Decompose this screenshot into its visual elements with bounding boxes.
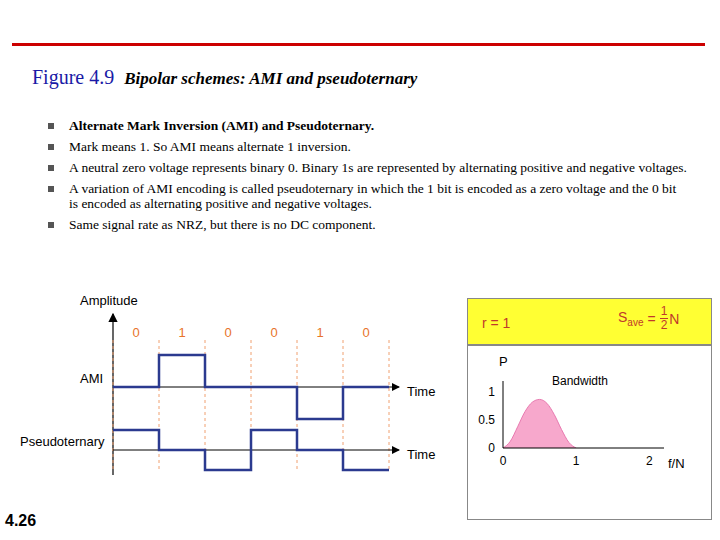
svg-text:0: 0 bbox=[132, 325, 139, 340]
svg-text:Pseudoternary: Pseudoternary bbox=[20, 434, 105, 449]
html-text:P: P bbox=[499, 354, 508, 369]
html-text:Figure 4.9: Figure 4.9 bbox=[32, 66, 115, 88]
svg-text:1: 1 bbox=[316, 325, 323, 340]
svg-text:0: 0 bbox=[362, 325, 369, 340]
svg-text:1: 1 bbox=[178, 325, 185, 340]
html-text:Mark means 1. So AMI means alt: Mark means 1. So AMI means alternate 1 i… bbox=[69, 139, 351, 154]
html-text:Alternate Mark Inversion (AMI): Alternate Mark Inversion (AMI) and Pseud… bbox=[69, 118, 375, 133]
svg-text:1: 1 bbox=[573, 454, 580, 468]
svg-text:Amplitude: Amplitude bbox=[80, 293, 138, 308]
svg-text:Time: Time bbox=[407, 384, 435, 399]
html-text:Same signal rate as NRZ, but t: Same signal rate as NRZ, but there is no… bbox=[69, 217, 376, 232]
html-text:Bandwidth: Bandwidth bbox=[552, 374, 608, 388]
svg-text:0: 0 bbox=[500, 454, 507, 468]
html-text:Save = 1: Save = 1 bbox=[618, 304, 668, 328]
svg-text:AMI: AMI bbox=[80, 371, 103, 386]
html-text:4.26: 4.26 bbox=[5, 512, 37, 529]
html-text:f/N: f/N bbox=[668, 456, 685, 471]
svg-text:Time: Time bbox=[407, 447, 435, 462]
html-text:2N: 2N bbox=[660, 310, 680, 332]
svg-text:0: 0 bbox=[270, 325, 277, 340]
html-text:Bipolar schemes: AMI and pseud: Bipolar schemes: AMI and pseudoternary bbox=[124, 69, 418, 88]
svg-text:1: 1 bbox=[488, 385, 495, 399]
svg-text:0.5: 0.5 bbox=[478, 413, 495, 427]
svg-text:2: 2 bbox=[646, 454, 653, 468]
html-text:A variation of AMI encoding is: A variation of AMI encoding is called ps… bbox=[69, 181, 677, 211]
html-text:A neutral zero voltage represe: A neutral zero voltage represents binary… bbox=[69, 160, 687, 175]
svg-text:0: 0 bbox=[488, 441, 495, 455]
svg-text:0: 0 bbox=[224, 325, 231, 340]
html-text:r = 1: r = 1 bbox=[482, 315, 511, 331]
